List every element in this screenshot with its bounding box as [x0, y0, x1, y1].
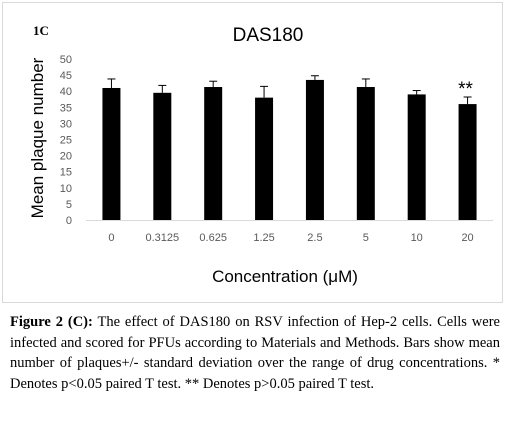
caption-label: Figure 2 (C):: [10, 314, 93, 330]
y-axis-ticks: 0 5 10 15 20 25 30 35 40 45 50: [60, 54, 72, 227]
error-bar: [412, 90, 421, 95]
y-tick-label: 30: [60, 118, 72, 130]
bar: [153, 92, 172, 220]
y-tick-label: 35: [60, 102, 72, 114]
error-bar: [463, 96, 472, 105]
bar-chart: 1C DAS180 Mean plaque number Concentrati…: [28, 23, 493, 286]
error-bar: [107, 78, 116, 88]
error-bar: [361, 78, 370, 88]
x-tick-label: 0.625: [199, 232, 227, 244]
annotations: **: [458, 79, 473, 100]
y-tick-label: 10: [60, 183, 72, 195]
bar: [102, 87, 121, 220]
error-bar: [310, 75, 319, 80]
bar: [407, 94, 426, 220]
bars: [86, 75, 493, 221]
significance-annotation: **: [458, 79, 473, 100]
error-bar: [209, 80, 218, 88]
bar: [204, 87, 223, 220]
bar: [356, 87, 375, 220]
x-tick-label: 0.3125: [145, 232, 179, 244]
error-bar: [260, 85, 269, 98]
x-tick-label: 0: [108, 232, 114, 244]
figure-caption: Figure 2 (C): The effect of DAS180 on RS…: [10, 312, 500, 394]
x-axis-title: Concentration (μM): [212, 267, 358, 286]
y-tick-label: 45: [60, 70, 72, 82]
chart-frame: 1C DAS180 Mean plaque number Concentrati…: [2, 2, 503, 303]
y-tick-label: 20: [60, 151, 72, 163]
chart-title: DAS180: [233, 25, 304, 46]
y-tick-label: 25: [60, 135, 72, 147]
x-tick-label: 1.25: [253, 232, 274, 244]
x-tick-label: 10: [411, 232, 423, 244]
y-axis-title: Mean plaque number: [28, 57, 47, 218]
x-tick-label: 20: [461, 232, 473, 244]
error-bar: [158, 84, 167, 93]
x-tick-label: 2.5: [307, 232, 322, 244]
y-tick-label: 0: [66, 215, 72, 227]
panel-label: 1C: [33, 23, 49, 38]
x-tick-label: 5: [363, 232, 369, 244]
y-tick-label: 15: [60, 167, 72, 179]
y-tick-label: 50: [60, 54, 72, 66]
bar: [458, 104, 477, 220]
y-tick-label: 5: [66, 199, 72, 211]
x-axis-ticks: 0 0.3125 0.625 1.25 2.5 5 10 20: [108, 232, 473, 244]
caption-text: The effect of DAS180 on RSV infection of…: [10, 314, 500, 392]
bar: [255, 97, 274, 220]
y-tick-label: 40: [60, 86, 72, 98]
bar: [305, 79, 324, 221]
